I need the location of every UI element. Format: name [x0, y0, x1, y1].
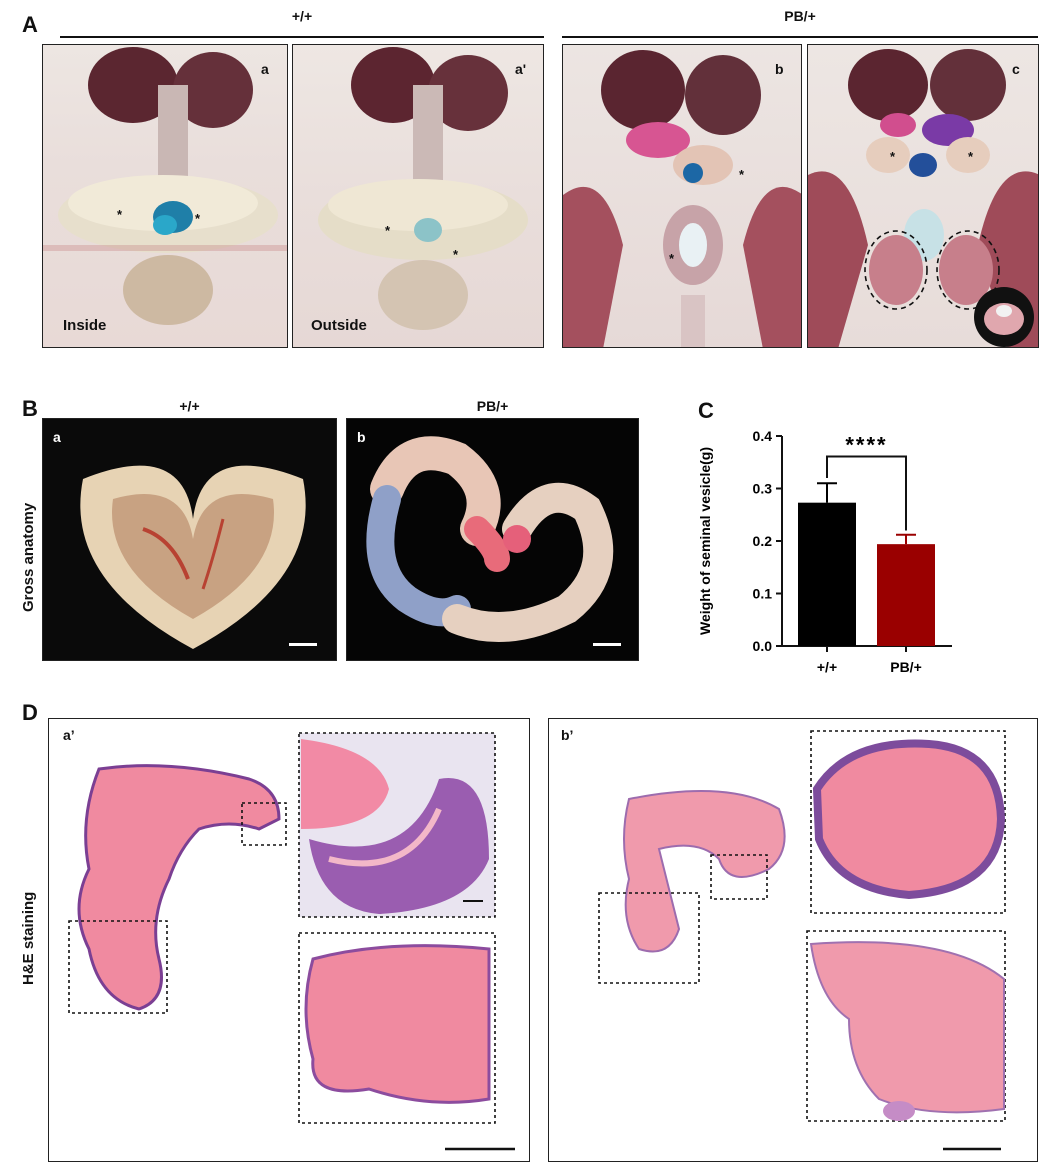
asterisk-marker: *	[739, 167, 745, 182]
dissection-image	[43, 47, 287, 325]
photo-letter-b: b	[775, 61, 784, 77]
y-tick-label: 0.4	[753, 428, 773, 444]
photo-c: c * *	[807, 44, 1039, 348]
photo-letter-a-prime: a'	[515, 61, 527, 77]
panel-d-letter: D	[22, 700, 38, 725]
he-histology-image	[68, 732, 515, 1151]
significance-label: ****	[845, 432, 887, 457]
significance-bracket	[826, 455, 907, 531]
panel-a-letter: A	[22, 12, 38, 37]
x-tick-label: PB/+	[890, 659, 922, 675]
panel-c-letter: C	[698, 398, 714, 423]
bar-wt	[798, 502, 856, 646]
photo-a-prime-outside: a' * * Outside	[292, 44, 544, 348]
gross-photo-wt: a	[42, 418, 337, 661]
box-letter-a-prime: a’	[63, 727, 75, 743]
asterisk-marker: *	[117, 207, 123, 222]
y-axis-label: Weight of seminal vesicle(g)	[697, 447, 713, 635]
group-label-pb: PB/+	[784, 8, 816, 24]
photo-letter-b: b	[357, 429, 366, 445]
photo-letter-c: c	[1012, 61, 1020, 77]
y-tick-label: 0.0	[753, 638, 773, 654]
photo-header-pb: PB/+	[476, 398, 509, 414]
he-box-pb: b’	[548, 718, 1038, 1162]
seminal-vesicle-image	[80, 465, 317, 649]
photo-letter-a: a	[261, 61, 269, 77]
x-tick-label: +/+	[817, 659, 837, 675]
box-letter-b-prime: b’	[561, 727, 574, 743]
photo-caption-outside: Outside	[311, 317, 367, 334]
row-label-he-staining: H&E staining	[20, 891, 37, 985]
photo-a-inside: a * * Inside	[42, 44, 288, 348]
asterisk-marker: *	[385, 223, 391, 238]
dissection-image	[808, 49, 1038, 347]
he-box-wt: a’	[48, 718, 530, 1162]
row-label-gross-anatomy: Gross anatomy	[20, 502, 37, 612]
photo-caption-inside: Inside	[63, 317, 107, 334]
group-line-wt	[60, 36, 544, 38]
asterisk-marker: *	[669, 251, 675, 266]
photo-letter-a: a	[53, 429, 61, 445]
asterisk-marker: *	[968, 149, 974, 164]
gross-photo-pb: b	[346, 418, 639, 661]
dissection-image	[563, 50, 801, 347]
photo-header-wt: +/+	[179, 398, 200, 414]
panel-b-letter: B	[22, 396, 38, 421]
dissection-image	[318, 47, 528, 330]
group-line-pb	[562, 36, 1038, 38]
y-tick-label: 0.2	[753, 533, 773, 549]
photo-b: b * *	[562, 44, 802, 348]
bar-chart-seminal-vesicle-weight: 0.0 0.1 0.2 0.3 0.4 Weight of seminal vesicle…	[697, 428, 952, 675]
asterisk-marker: *	[890, 149, 896, 164]
asterisk-marker: *	[453, 247, 459, 262]
bar-pb	[877, 544, 935, 646]
he-histology-image	[598, 730, 1006, 1151]
asterisk-marker: *	[195, 211, 201, 226]
y-tick-label: 0.3	[753, 481, 773, 497]
y-tick-label: 0.1	[753, 586, 773, 602]
group-label-wt: +/+	[291, 8, 313, 24]
seminal-vesicle-image	[366, 436, 621, 646]
